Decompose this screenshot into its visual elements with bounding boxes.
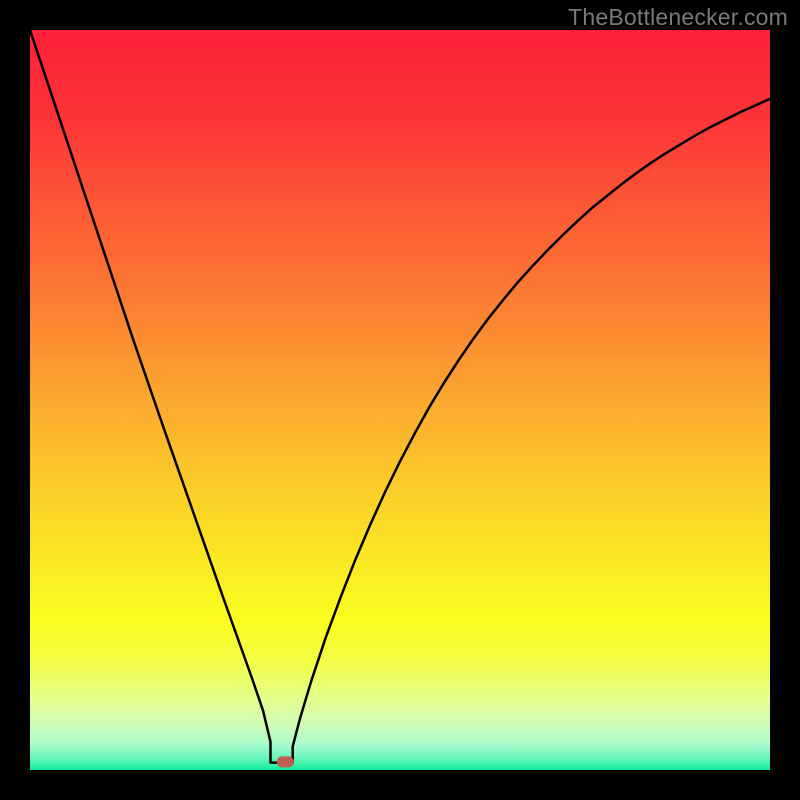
chart-container: { "watermark": { "text": "TheBottlenecke…	[0, 0, 800, 800]
watermark-text: TheBottlenecker.com	[568, 4, 788, 31]
bottleneck-chart	[0, 0, 800, 800]
optimal-marker	[277, 756, 294, 767]
plot-background	[30, 30, 770, 770]
